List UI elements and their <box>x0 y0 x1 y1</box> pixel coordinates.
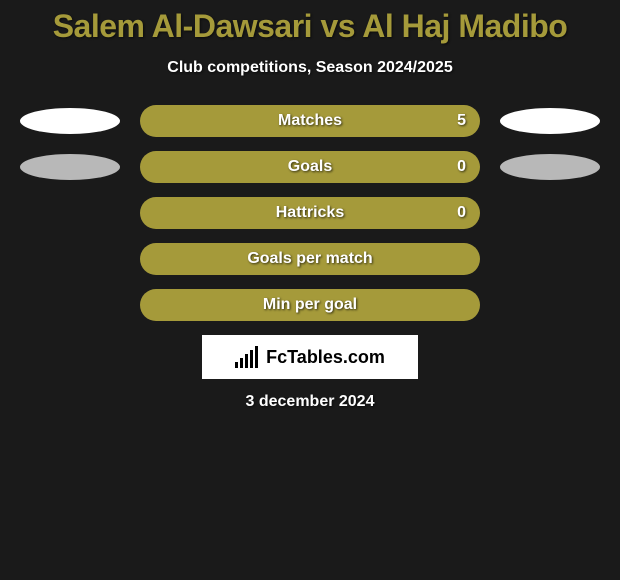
stat-row: Goals per match <box>0 243 620 275</box>
chart-icon <box>235 346 260 368</box>
stat-bar: Matches 5 <box>140 105 480 137</box>
stat-value: 5 <box>457 112 466 130</box>
stat-label: Goals <box>288 158 332 176</box>
stat-row: Min per goal <box>0 289 620 321</box>
right-blob <box>500 108 600 134</box>
stat-bar: Goals 0 <box>140 151 480 183</box>
stat-label: Goals per match <box>247 250 372 268</box>
stat-row: Goals 0 <box>0 151 620 183</box>
stat-label: Min per goal <box>263 296 357 314</box>
stat-bar: Goals per match <box>140 243 480 275</box>
logo-text: FcTables.com <box>266 347 385 368</box>
stat-label: Hattricks <box>276 204 344 222</box>
page-title: Salem Al-Dawsari vs Al Haj Madibo <box>0 8 620 45</box>
right-blob <box>500 154 600 180</box>
stat-row: Hattricks 0 <box>0 197 620 229</box>
date: 3 december 2024 <box>0 393 620 411</box>
left-blob <box>20 154 120 180</box>
stat-bar: Hattricks 0 <box>140 197 480 229</box>
stat-value: 0 <box>457 158 466 176</box>
subtitle: Club competitions, Season 2024/2025 <box>0 59 620 77</box>
footer-logo: FcTables.com <box>202 335 418 379</box>
left-blob <box>20 108 120 134</box>
stat-value: 0 <box>457 204 466 222</box>
stat-bar: Min per goal <box>140 289 480 321</box>
stat-label: Matches <box>278 112 342 130</box>
stat-rows: Matches 5 Goals 0 Hattricks 0 Goals per match M… <box>0 105 620 321</box>
stat-row: Matches 5 <box>0 105 620 137</box>
